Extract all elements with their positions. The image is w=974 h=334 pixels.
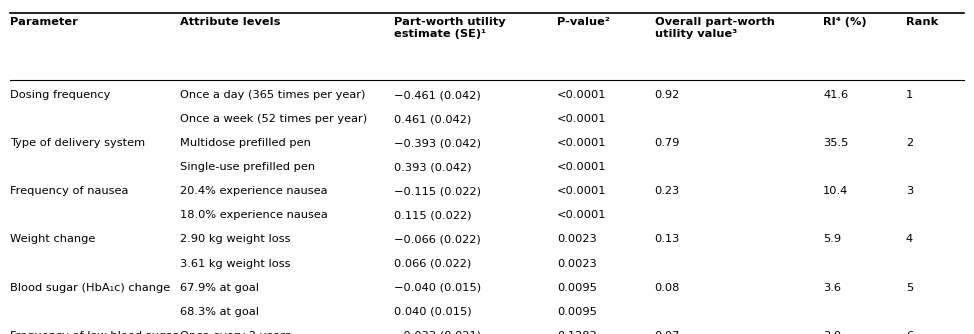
Text: <0.0001: <0.0001 bbox=[557, 138, 607, 148]
Text: 0.0095: 0.0095 bbox=[557, 307, 597, 317]
Text: 35.5: 35.5 bbox=[823, 138, 848, 148]
Text: −0.066 (0.022): −0.066 (0.022) bbox=[394, 234, 481, 244]
Text: Attribute levels: Attribute levels bbox=[180, 17, 281, 27]
Text: Parameter: Parameter bbox=[10, 17, 78, 27]
Text: Overall part-worth
utility value³: Overall part-worth utility value³ bbox=[655, 17, 774, 39]
Text: 0.393 (0.042): 0.393 (0.042) bbox=[394, 162, 472, 172]
Text: Rank: Rank bbox=[906, 17, 938, 27]
Text: 0.07: 0.07 bbox=[655, 331, 680, 334]
Text: 0.08: 0.08 bbox=[655, 283, 680, 293]
Text: Once a week (52 times per year): Once a week (52 times per year) bbox=[180, 114, 367, 124]
Text: 0.92: 0.92 bbox=[655, 90, 680, 100]
Text: 3: 3 bbox=[906, 186, 913, 196]
Text: 20.4% experience nausea: 20.4% experience nausea bbox=[180, 186, 327, 196]
Text: 3.6: 3.6 bbox=[823, 283, 841, 293]
Text: <0.0001: <0.0001 bbox=[557, 186, 607, 196]
Text: 0.13: 0.13 bbox=[655, 234, 680, 244]
Text: 67.9% at goal: 67.9% at goal bbox=[180, 283, 259, 293]
Text: <0.0001: <0.0001 bbox=[557, 210, 607, 220]
Text: 5.9: 5.9 bbox=[823, 234, 842, 244]
Text: RI⁴ (%): RI⁴ (%) bbox=[823, 17, 867, 27]
Text: 68.3% at goal: 68.3% at goal bbox=[180, 307, 259, 317]
Text: Multidose prefilled pen: Multidose prefilled pen bbox=[180, 138, 311, 148]
Text: Blood sugar (HbA₁ᴄ) change: Blood sugar (HbA₁ᴄ) change bbox=[10, 283, 170, 293]
Text: Frequency of low blood sugar
events (hypoglycemia): Frequency of low blood sugar events (hyp… bbox=[10, 331, 177, 334]
Text: <0.0001: <0.0001 bbox=[557, 90, 607, 100]
Text: 0.115 (0.022): 0.115 (0.022) bbox=[394, 210, 472, 220]
Text: 0.066 (0.022): 0.066 (0.022) bbox=[394, 259, 471, 269]
Text: <0.0001: <0.0001 bbox=[557, 162, 607, 172]
Text: 2: 2 bbox=[906, 138, 913, 148]
Text: 0.1283: 0.1283 bbox=[557, 331, 597, 334]
Text: 1: 1 bbox=[906, 90, 913, 100]
Text: −0.040 (0.015): −0.040 (0.015) bbox=[394, 283, 481, 293]
Text: 0.23: 0.23 bbox=[655, 186, 680, 196]
Text: 0.040 (0.015): 0.040 (0.015) bbox=[394, 307, 472, 317]
Text: Type of delivery system: Type of delivery system bbox=[10, 138, 145, 148]
Text: <0.0001: <0.0001 bbox=[557, 114, 607, 124]
Text: Single-use prefilled pen: Single-use prefilled pen bbox=[180, 162, 316, 172]
Text: 10.4: 10.4 bbox=[823, 186, 848, 196]
Text: 2.90 kg weight loss: 2.90 kg weight loss bbox=[180, 234, 290, 244]
Text: 5: 5 bbox=[906, 283, 913, 293]
Text: P-value²: P-value² bbox=[557, 17, 610, 27]
Text: 3.0: 3.0 bbox=[823, 331, 842, 334]
Text: 0.0095: 0.0095 bbox=[557, 283, 597, 293]
Text: 41.6: 41.6 bbox=[823, 90, 848, 100]
Text: Weight change: Weight change bbox=[10, 234, 95, 244]
Text: 0.0023: 0.0023 bbox=[557, 259, 597, 269]
Text: −0.461 (0.042): −0.461 (0.042) bbox=[394, 90, 481, 100]
Text: −0.115 (0.022): −0.115 (0.022) bbox=[394, 186, 481, 196]
Text: Dosing frequency: Dosing frequency bbox=[10, 90, 110, 100]
Text: Once every 2 years: Once every 2 years bbox=[180, 331, 291, 334]
Text: Frequency of nausea: Frequency of nausea bbox=[10, 186, 129, 196]
Text: −0.393 (0.042): −0.393 (0.042) bbox=[394, 138, 481, 148]
Text: 4: 4 bbox=[906, 234, 913, 244]
Text: 0.79: 0.79 bbox=[655, 138, 680, 148]
Text: 0.461 (0.042): 0.461 (0.042) bbox=[394, 114, 471, 124]
Text: Part-worth utility
estimate (SE)¹: Part-worth utility estimate (SE)¹ bbox=[394, 17, 506, 39]
Text: −0.033 (0.021): −0.033 (0.021) bbox=[394, 331, 481, 334]
Text: 3.61 kg weight loss: 3.61 kg weight loss bbox=[180, 259, 290, 269]
Text: 0.0023: 0.0023 bbox=[557, 234, 597, 244]
Text: 6: 6 bbox=[906, 331, 913, 334]
Text: Once a day (365 times per year): Once a day (365 times per year) bbox=[180, 90, 365, 100]
Text: 18.0% experience nausea: 18.0% experience nausea bbox=[180, 210, 328, 220]
